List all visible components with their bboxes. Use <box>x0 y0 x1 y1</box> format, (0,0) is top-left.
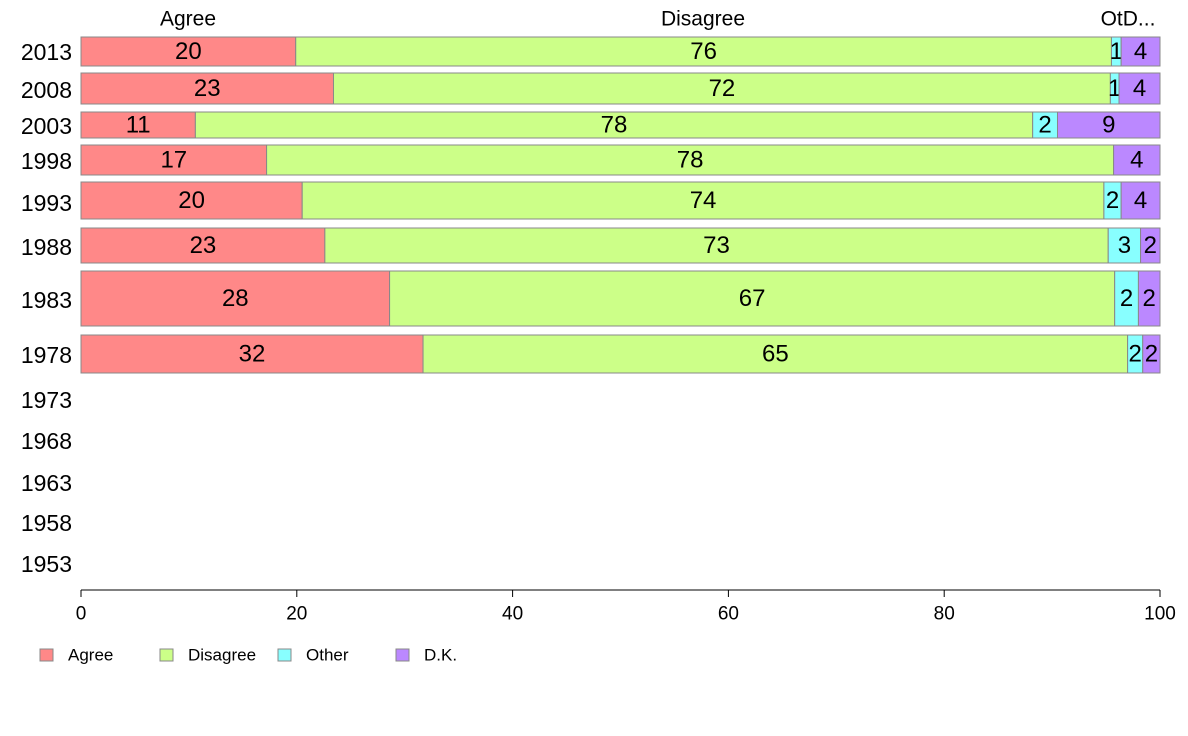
bar-1993-agree <box>80 181 303 220</box>
bar-label-2008-disagree: 72 <box>709 75 736 102</box>
bar-label-1998-agree: 17 <box>160 147 187 174</box>
year-label-1988: 1988 <box>21 234 72 260</box>
column-label-1: Agree <box>160 8 216 31</box>
column-label-3: OtD... <box>1101 8 1156 31</box>
bar-label-2013-disagree: 76 <box>690 38 717 65</box>
year-label-2013: 2013 <box>21 39 72 65</box>
bar-1978-disagree <box>422 334 1129 374</box>
bar-label-1978-other: 2 <box>1129 341 1142 368</box>
bar-label-1998-disagree: 78 <box>677 147 704 174</box>
bar-1988-disagree <box>324 227 1109 264</box>
bar-label-2013-d-k: 4 <box>1134 38 1147 65</box>
bar-label-1978-agree: 32 <box>239 341 266 368</box>
bar-1983-disagree <box>389 270 1116 327</box>
bar-1998-d-k <box>1113 144 1161 176</box>
bar-2013-agree <box>80 36 297 67</box>
year-label-1998: 1998 <box>21 148 72 174</box>
bar-2003-d-k <box>1056 111 1161 139</box>
year-label-2008: 2008 <box>21 77 72 103</box>
bar-1988-d-k <box>1140 227 1161 264</box>
bar-1998-disagree <box>266 144 1115 176</box>
bar-label-1988-other: 3 <box>1118 232 1131 259</box>
bar-label-1993-disagree: 74 <box>690 187 717 214</box>
bar-label-2008-d-k: 4 <box>1133 75 1146 102</box>
bar-label-2013-other: 1 <box>1110 38 1123 65</box>
legend-label-agree: Agree <box>68 646 113 665</box>
bar-label-1978-d-k: 2 <box>1145 341 1158 368</box>
year-label-1958: 1958 <box>21 510 72 536</box>
year-label-1978: 1978 <box>21 342 72 368</box>
x-tick-label-40: 40 <box>502 604 523 625</box>
bar-label-2008-other: 1 <box>1108 75 1121 102</box>
column-label-2: Disagree <box>661 8 745 31</box>
bar-1983-d-k <box>1137 270 1161 327</box>
bar-label-1988-d-k: 2 <box>1144 232 1157 259</box>
bar-2013-disagree <box>295 36 1112 67</box>
x-tick-label-80: 80 <box>934 604 955 625</box>
legend-swatch-disagree <box>159 648 174 662</box>
bar-1993-d-k <box>1120 181 1161 220</box>
bar-label-1983-d-k: 2 <box>1143 285 1156 312</box>
year-label-1993: 1993 <box>21 190 72 216</box>
legend-swatch-other <box>277 648 292 662</box>
bar-label-1998-d-k: 4 <box>1130 147 1143 174</box>
bar-label-2013-agree: 20 <box>175 38 202 65</box>
bar-2003-disagree <box>194 111 1034 139</box>
bar-label-1983-agree: 28 <box>222 285 249 312</box>
year-label-1953: 1953 <box>21 551 72 577</box>
bar-1983-agree <box>80 270 391 327</box>
bar-label-1993-agree: 20 <box>178 187 205 214</box>
bar-2008-disagree <box>332 72 1111 105</box>
bar-label-2003-other: 2 <box>1038 112 1051 139</box>
bar-1998-agree <box>80 144 268 176</box>
bar-2013-d-k <box>1120 36 1161 67</box>
bar-label-1993-d-k: 4 <box>1134 187 1147 214</box>
bar-label-1978-disagree: 65 <box>762 341 789 368</box>
bar-label-2003-disagree: 78 <box>601 112 628 139</box>
bar-2008-d-k <box>1118 72 1161 105</box>
x-tick-label-100: 100 <box>1144 604 1176 625</box>
year-label-1983: 1983 <box>21 287 72 313</box>
bar-1978-d-k <box>1142 334 1161 374</box>
bar-1993-disagree <box>301 181 1105 220</box>
legend-label-disagree: Disagree <box>188 646 256 665</box>
year-label-1963: 1963 <box>21 470 72 496</box>
bar-label-2008-agree: 23 <box>194 75 221 102</box>
bar-2008-agree <box>80 72 334 105</box>
bar-1978-agree <box>80 334 424 374</box>
bar-label-1988-agree: 23 <box>190 232 217 259</box>
bar-label-2003-agree: 11 <box>126 112 151 139</box>
bar-label-1988-disagree: 73 <box>703 232 730 259</box>
bar-label-2003-d-k: 9 <box>1102 112 1115 139</box>
bar-label-1983-disagree: 67 <box>739 285 766 312</box>
legend-swatch-d-k <box>395 648 410 662</box>
x-tick-label-20: 20 <box>286 604 307 625</box>
bar-1988-other <box>1107 227 1142 264</box>
x-tick-label-60: 60 <box>718 604 739 625</box>
year-label-2003: 2003 <box>21 113 72 139</box>
bar-2003-agree <box>80 111 196 139</box>
bar-1988-agree <box>80 227 326 264</box>
legend-label-d-k: D.K. <box>424 646 457 665</box>
year-label-1973: 1973 <box>21 387 72 413</box>
year-label-1968: 1968 <box>21 428 72 454</box>
x-tick-label-0: 0 <box>76 604 87 625</box>
legend-label-other: Other <box>306 646 349 665</box>
legend-swatch-agree <box>39 648 54 662</box>
bar-label-1983-other: 2 <box>1120 285 1133 312</box>
bar-label-1993-other: 2 <box>1106 187 1119 214</box>
